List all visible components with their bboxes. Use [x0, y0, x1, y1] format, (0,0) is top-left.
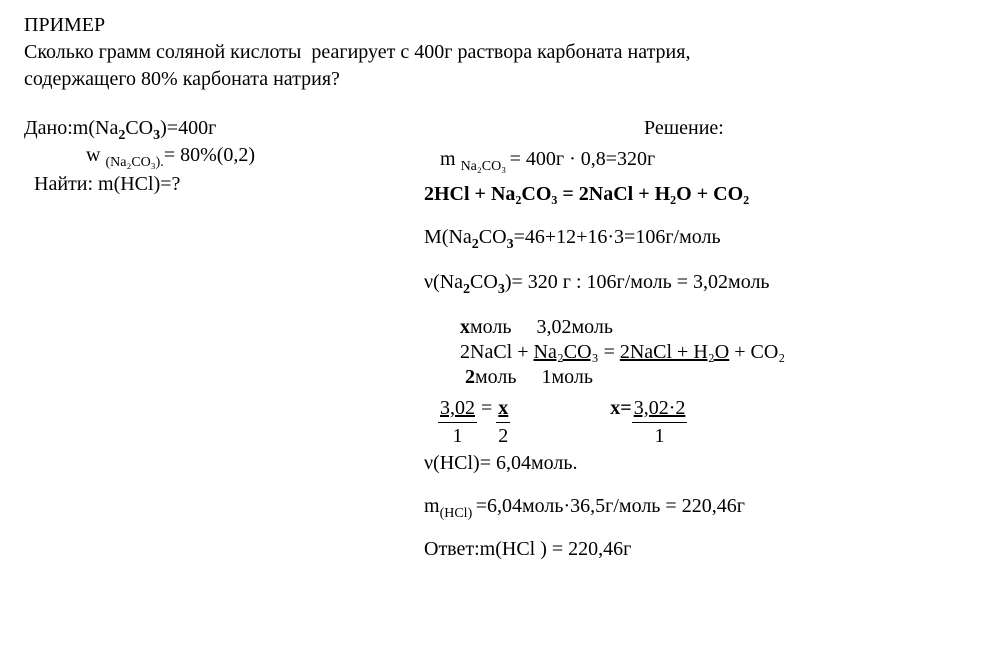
xunit: моль [470, 316, 512, 338]
proportion-top: хмоль 3,02моль [460, 314, 980, 341]
given-w: w (Na₂CO₃).= 80%(0,2) [86, 142, 424, 169]
solution-title: Решение: [644, 115, 980, 142]
proportion-bottom: 2моль 1моль [460, 364, 980, 391]
pm-eq: = [599, 341, 620, 363]
frac-3-wrap: х= 3,02·2 1 [610, 395, 687, 450]
frac2-num: х [496, 395, 510, 423]
mhcl-tail: =6,04моль·36,5г/моль = 220,46г [476, 495, 745, 517]
sub-3c: 3 [498, 282, 505, 297]
pb-b: 1моль [542, 366, 594, 388]
pm-d: + CO₂ [729, 341, 785, 363]
gap1 [512, 316, 537, 338]
nu-tail: )= 320 г : 106г/моль = 3,02моль [505, 271, 770, 293]
given-block: Дано:m(Na2CO3)=400г w (Na₂CO₃).= 80%(0,2… [24, 115, 424, 569]
w-tail: = 80%(0,2) [164, 144, 255, 166]
fraction-row: 3,02 1 = х 2 х= 3,02·2 1 [438, 395, 980, 450]
pb-aunit: моль [475, 366, 517, 388]
frac1-den: 1 [438, 423, 477, 450]
header-line-3: содержащего 80% карбоната натрия? [24, 66, 980, 93]
mhcl-sub: (HCl) [440, 506, 476, 521]
answer-line: Ответ:m(HCl ) = 220,46г [424, 536, 980, 563]
step1-pre: m [440, 148, 461, 170]
frac3-pre: х= [610, 397, 631, 419]
nu-pre: ν(Na [424, 271, 463, 293]
sub-2c: 2 [463, 282, 470, 297]
page-root: ПРИМЕР Сколько грамм соляной кислоты реа… [0, 0, 1000, 569]
frac3-num: 3,02·2 [632, 395, 688, 423]
frac2-den: 2 [496, 423, 510, 450]
solution-block: Решение: m Na₂CO₃ = 400г · 0,8=320г 2HCl… [424, 115, 980, 569]
molar-mid: CO [479, 226, 507, 248]
nu-na2co3-line: ν(Na2CO3)= 320 г : 106г/моль = 3,02моль [424, 269, 980, 296]
step-mass-na2co3: m Na₂CO₃ = 400г · 0,8=320г [440, 146, 980, 173]
content-columns: Дано:m(Na2CO3)=400г w (Na₂CO₃).= 80%(0,2… [24, 115, 980, 569]
x-var: х [460, 316, 470, 338]
eq1: = [477, 395, 496, 422]
sub-3b: 3 [507, 237, 514, 252]
molar-tail: =46+12+16·3=106г/моль [514, 226, 721, 248]
m-hcl-line: m(HCl) =6,04моль·36,5г/моль = 220,46г [424, 493, 980, 520]
pb-a: 2 [465, 366, 475, 388]
frac3-den: 1 [632, 423, 688, 450]
pm-c: 2NaCl + H₂O [620, 341, 729, 363]
step1-tail: = 400г · 0,8=320г [510, 148, 656, 170]
find-line: Найти: m(HCl)=? [34, 171, 424, 198]
prop-top-val: 3,02моль [537, 316, 614, 338]
frac-1: 3,02 1 [438, 395, 477, 450]
proportion-equation: 2NaCl + Na₂CO₃ = 2NaCl + H₂O + CO₂ [460, 339, 980, 366]
header-line-1: ПРИМЕР [24, 12, 980, 39]
given-mid: CO [125, 117, 153, 139]
frac-3: 3,02·2 1 [632, 395, 688, 450]
pm-a: 2NaCl + [460, 341, 534, 363]
given-mass: Дано:m(Na2CO3)=400г [24, 115, 424, 142]
w-prefix: w [86, 144, 105, 166]
main-equation: 2HCl + Na₂CO₃ = 2NaCl + H₂O + CO₂ [424, 181, 980, 208]
step1-sub: Na₂CO₃ [461, 159, 510, 174]
header-line-2: Сколько грамм соляной кислоты реагирует … [24, 39, 980, 66]
molar-mass-line: M(Na2CO3=46+12+16·3=106г/моль [424, 224, 980, 251]
nu-hcl-line: ν(HCl)= 6,04моль. [424, 450, 980, 477]
nu-mid: CO [470, 271, 498, 293]
proportion-block: хмоль 3,02моль 2NaCl + Na₂CO₃ = 2NaCl + … [424, 314, 980, 391]
molar-pre: M(Na [424, 226, 472, 248]
frac-2: х 2 [496, 395, 510, 450]
gap2 [517, 366, 542, 388]
pm-b: Na₂CO₃ [534, 341, 599, 363]
sub-2b: 2 [472, 237, 479, 252]
mhcl-pre: m [424, 495, 440, 517]
frac2-num-b: х [498, 397, 508, 419]
given-tail: )=400г [160, 117, 216, 139]
frac1-num: 3,02 [438, 395, 477, 423]
w-sub: (Na₂CO₃). [105, 155, 163, 170]
given-prefix: Дано:m(Na [24, 117, 118, 139]
